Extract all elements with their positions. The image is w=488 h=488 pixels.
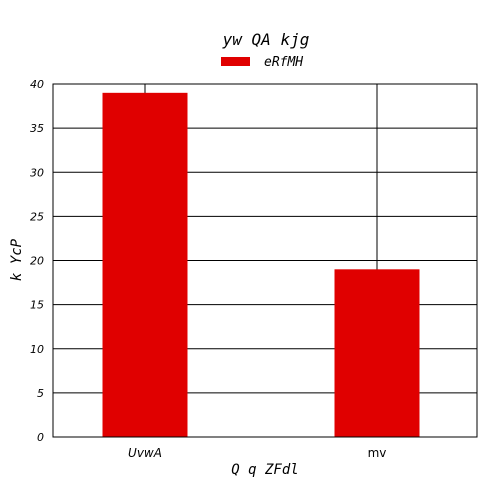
x-axis-label: Q q ZFdl — [231, 462, 298, 478]
y-tick-label-25: 25 — [30, 210, 44, 223]
chart-title: yw QA kjg — [222, 30, 310, 49]
x-tick-label-UvwA: UvwA — [128, 446, 162, 460]
legend: eRfMH — [221, 55, 303, 70]
y-tick-label-5: 5 — [37, 387, 44, 400]
y-axis-label: k YcP — [9, 238, 25, 281]
y-axis-ticks: 0 5 10 15 20 25 30 35 40 — [30, 78, 44, 444]
legend-label: eRfMH — [264, 55, 303, 70]
plot-area — [52, 83, 478, 438]
legend-swatch — [221, 57, 250, 66]
x-tick-label-mv: mv — [368, 446, 387, 460]
bar-UvwA — [102, 92, 188, 437]
bars — [102, 92, 420, 437]
bar-mv — [334, 269, 420, 437]
y-tick-label-35: 35 — [30, 122, 44, 135]
y-tick-label-20: 20 — [30, 255, 44, 268]
y-tick-label-0: 0 — [37, 431, 44, 444]
x-axis-ticks: UvwA mv — [128, 446, 386, 460]
y-tick-label-15: 15 — [30, 299, 44, 312]
y-tick-label-10: 10 — [30, 343, 44, 356]
y-tick-label-30: 30 — [30, 166, 44, 179]
y-tick-label-40: 40 — [30, 78, 44, 91]
